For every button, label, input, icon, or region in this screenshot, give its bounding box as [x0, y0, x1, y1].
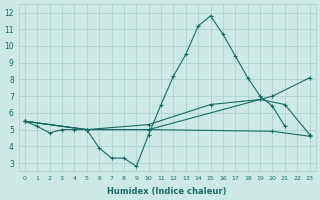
X-axis label: Humidex (Indice chaleur): Humidex (Indice chaleur): [108, 187, 227, 196]
